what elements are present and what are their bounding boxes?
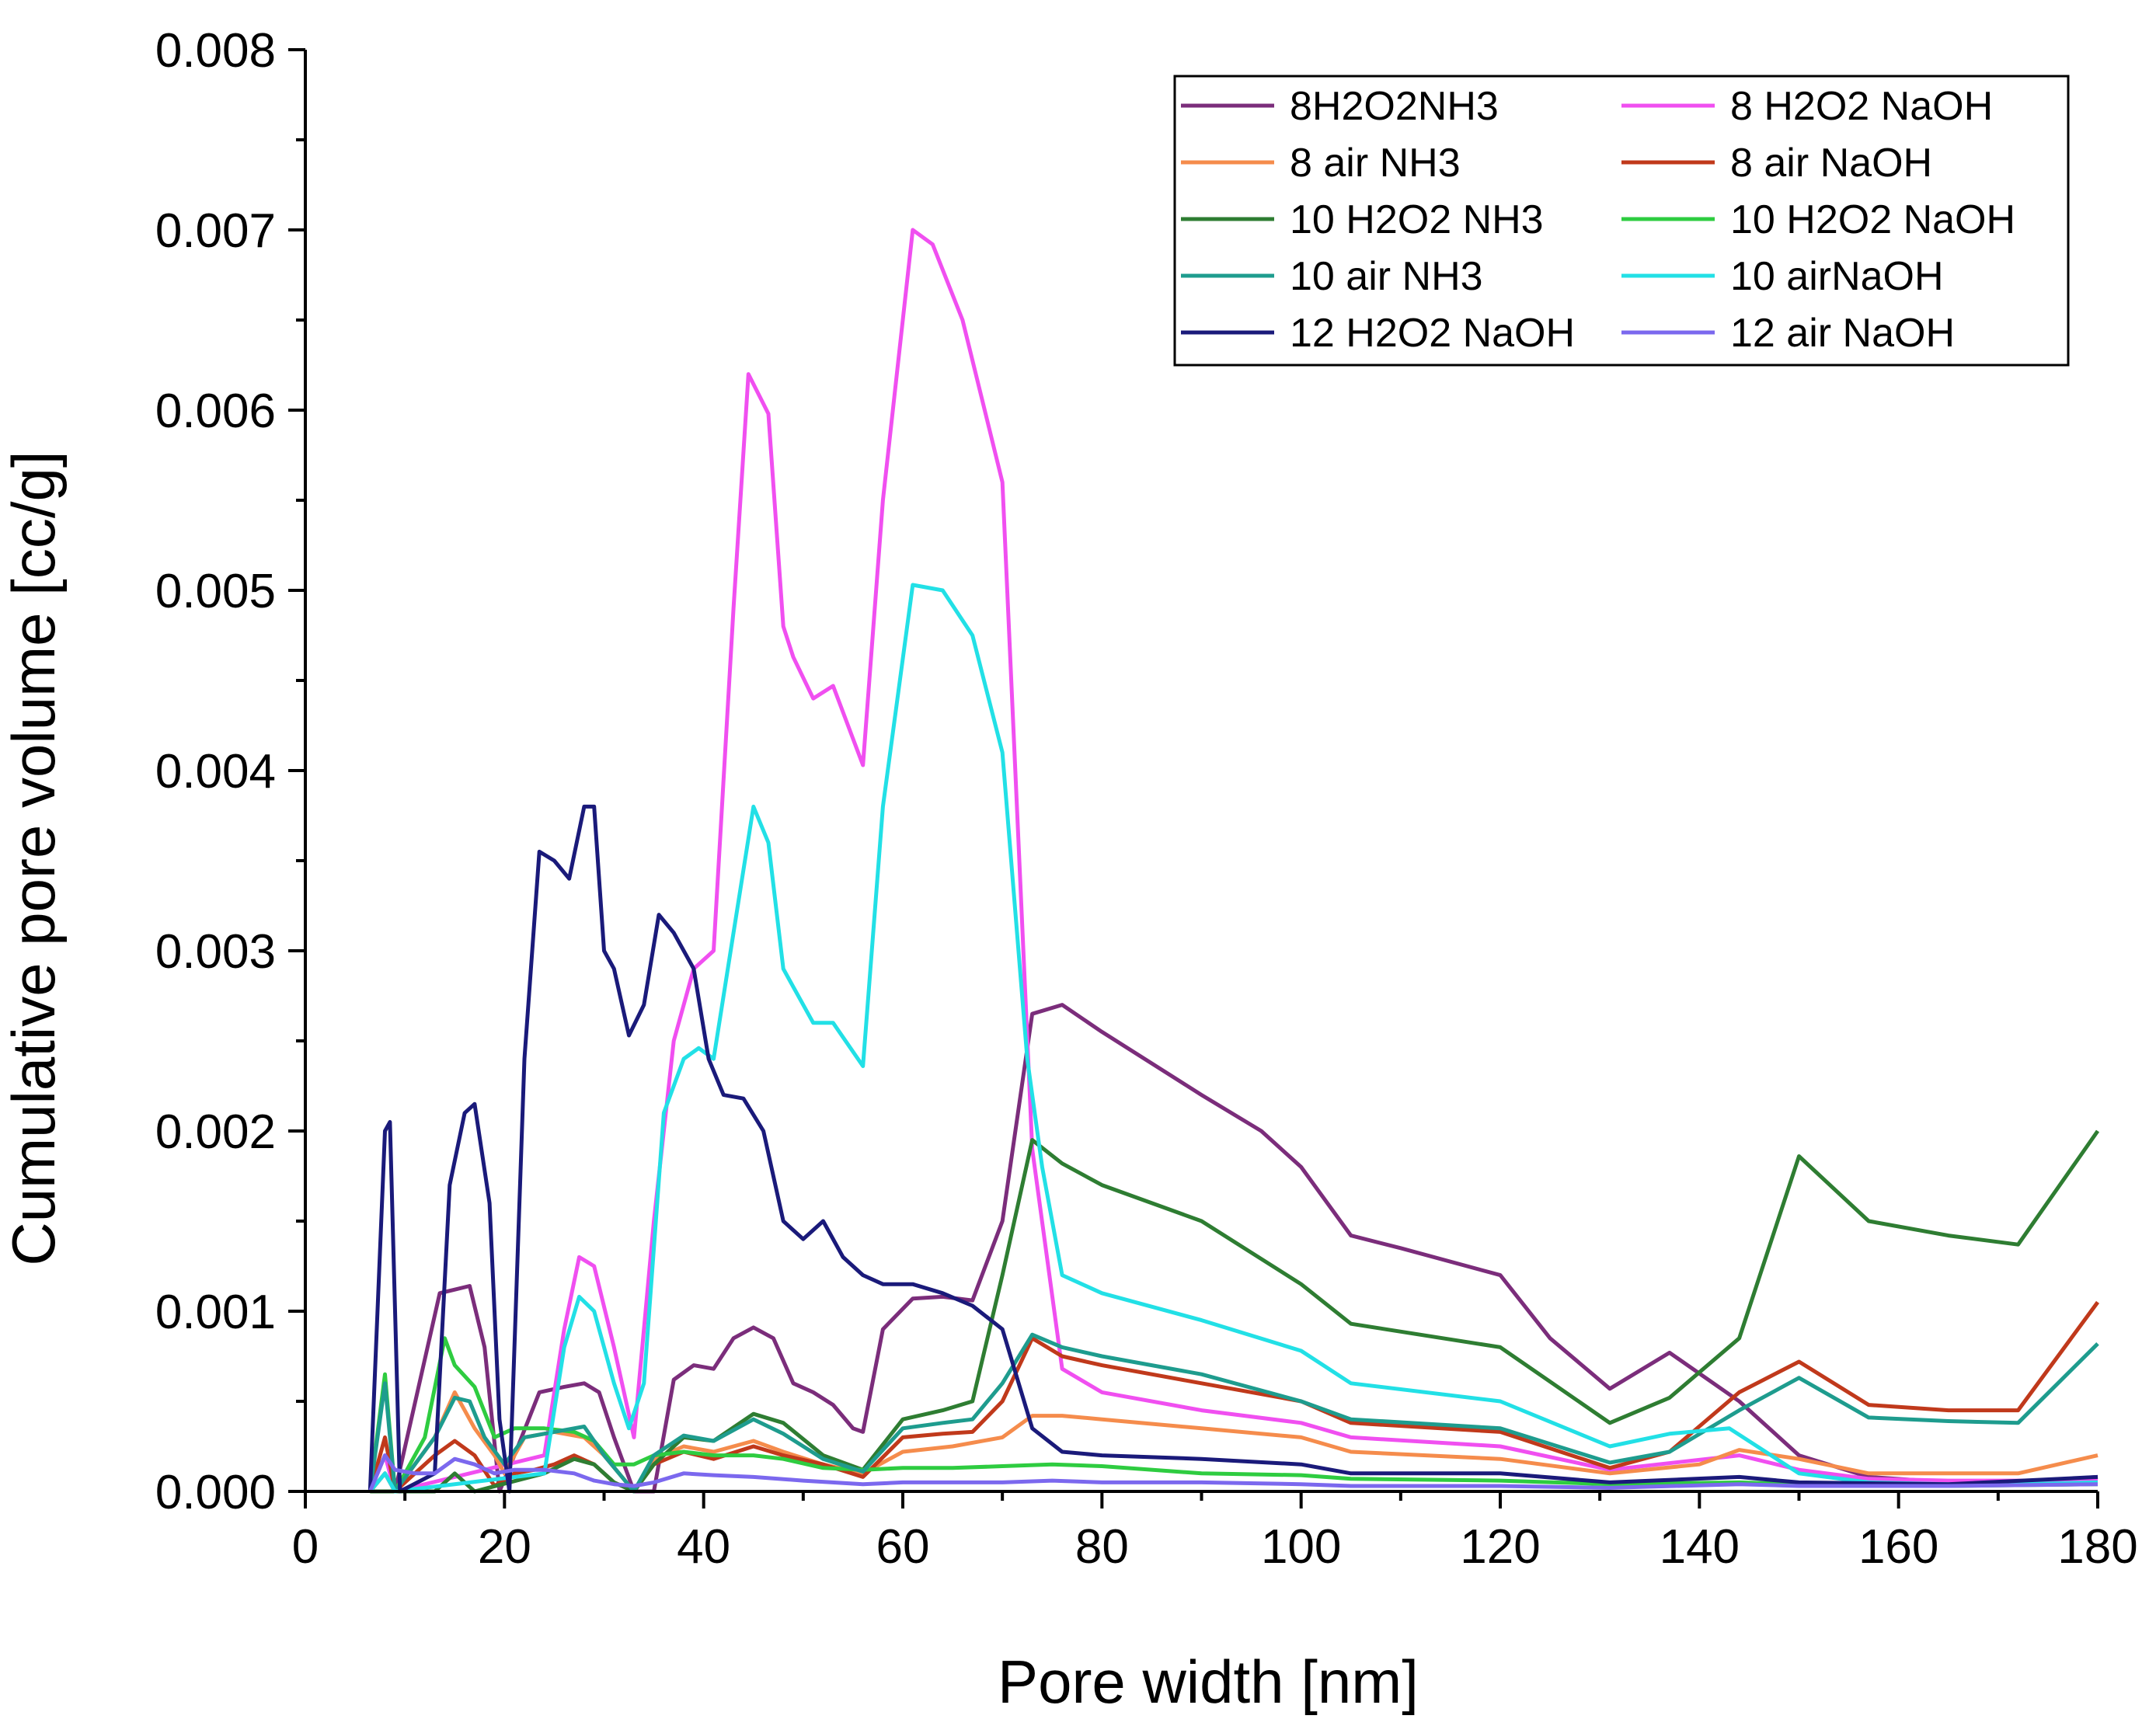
- series-line-7: [367, 1332, 2099, 1494]
- y-tick-label: 0.000: [155, 1466, 276, 1519]
- legend-label-6: 10 H2O2 NaOH: [1730, 197, 2015, 242]
- legend-label-1: 8H2O2NH3: [1290, 84, 1499, 129]
- x-tick-label: 0: [292, 1520, 319, 1574]
- x-tick-label: 160: [1858, 1520, 1938, 1574]
- series-line-9: [367, 804, 2099, 1494]
- x-tick-label: 120: [1460, 1520, 1540, 1574]
- y-tick-label: 0.007: [155, 204, 276, 258]
- y-tick-label: 0.003: [155, 925, 276, 979]
- y-tick-label: 0.008: [155, 24, 276, 78]
- legend: 8H2O2NH3 8 H2O2 NaOH 8 air NH3 8 air NaOH 10…: [1173, 75, 2070, 367]
- y-tick-label: 0.006: [155, 385, 276, 438]
- legend-label-7: 10 air NH3: [1290, 254, 1483, 299]
- legend-label-2: 8 H2O2 NaOH: [1730, 84, 1993, 129]
- legend-label-4: 8 air NaOH: [1730, 141, 1932, 186]
- series-line-8: [368, 583, 2099, 1494]
- series-line-10: [367, 1453, 2099, 1492]
- axes-layer: 0 20 40 60 80 100 120 140 160 180 0.000 0.001 0.002 0…: [155, 24, 2138, 1574]
- x-tick-label: 180: [2057, 1520, 2137, 1574]
- y-axis-title: Cumulative pore volume [cc/g]: [0, 451, 68, 1265]
- series-line-5: [370, 1129, 2100, 1494]
- y-tick-label: 0.005: [155, 565, 276, 618]
- x-tick-label: 80: [1075, 1520, 1129, 1574]
- x-tick-label: 40: [677, 1520, 730, 1574]
- legend-label-9: 12 H2O2 NaOH: [1290, 311, 1575, 356]
- legend-label-5: 10 H2O2 NH3: [1290, 197, 1544, 242]
- y-tick-label: 0.001: [155, 1286, 276, 1339]
- x-tick-label: 140: [1660, 1520, 1740, 1574]
- y-tick-label: 0.002: [155, 1105, 276, 1159]
- x-tick-label: 20: [478, 1520, 531, 1574]
- x-tick-label: 100: [1261, 1520, 1341, 1574]
- series-layer: [367, 228, 2100, 1494]
- x-tick-label: 60: [876, 1520, 930, 1574]
- legend-label-10: 12 air NaOH: [1730, 311, 1955, 356]
- legend-label-8: 10 airNaOH: [1730, 254, 1944, 299]
- series-line-6: [367, 1336, 2099, 1494]
- x-axis-title: Pore width [nm]: [998, 1648, 1419, 1716]
- y-tick-label: 0.004: [155, 745, 276, 799]
- series-line-2: [367, 228, 2098, 1494]
- legend-label-3: 8 air NH3: [1290, 141, 1461, 186]
